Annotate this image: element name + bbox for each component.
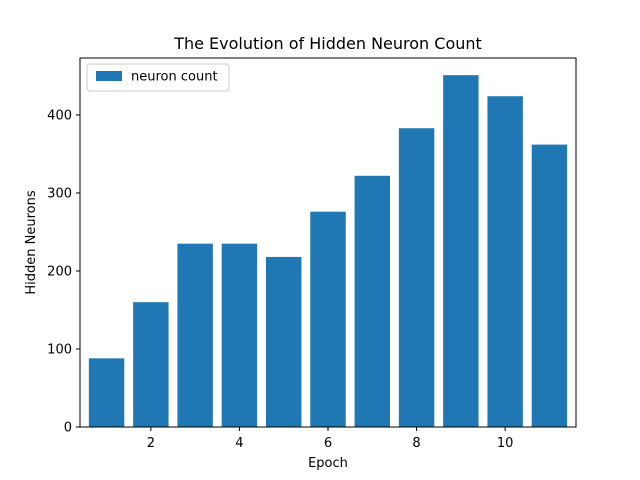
y-tick-label: 0 [64,421,72,436]
bars-group [88,75,568,427]
y-tick-label: 100 [47,342,72,357]
y-tick-label: 300 [47,186,72,201]
y-axis-label: Hidden Neurons [24,190,39,294]
x-tick-label: 6 [324,436,332,451]
chart-title: The Evolution of Hidden Neuron Count [173,34,482,53]
x-tick-label: 8 [412,436,420,451]
legend: neuron count [86,63,230,92]
x-tick-label: 2 [147,436,155,451]
legend-swatch [96,71,122,81]
bar-epoch-4 [221,243,258,427]
x-axis-label: Epoch [308,456,348,471]
y-axis-ticks: 0 100 200 300 400 [47,108,80,436]
legend-label: neuron count [131,70,218,85]
bar-epoch-8 [398,128,435,427]
y-tick-label: 200 [47,264,72,279]
bar-epoch-3 [177,243,213,427]
bar-epoch-5 [266,256,302,427]
x-axis-ticks: 2 4 6 8 10 [147,427,514,451]
bar-epoch-7 [354,175,390,427]
bar-epoch-1 [88,358,125,427]
bar-epoch-11 [531,144,568,427]
legend-box [86,63,230,92]
bar-epoch-6 [310,211,346,427]
x-tick-label: 10 [497,436,514,451]
axes-frame [79,57,577,428]
bar-epoch-10 [487,96,523,427]
x-tick-label: 4 [235,436,243,451]
bar-epoch-9 [443,75,479,427]
y-tick-label: 400 [47,108,72,123]
bar-epoch-2 [133,302,169,427]
